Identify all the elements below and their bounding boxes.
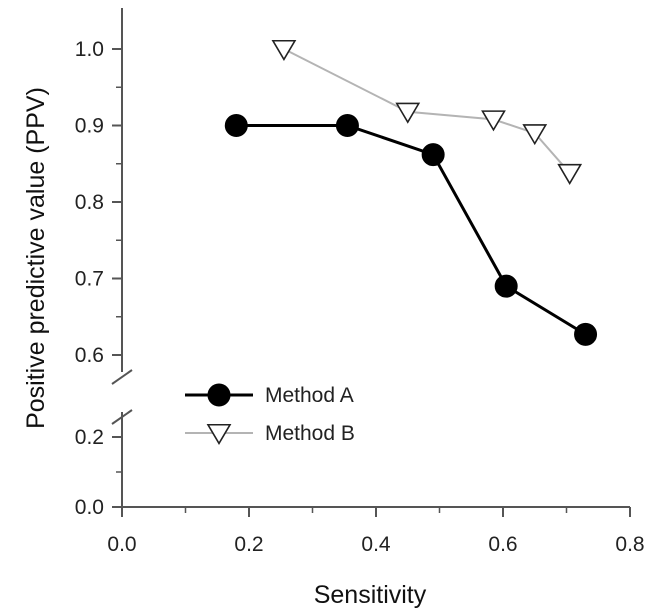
tick-marks <box>112 48 631 517</box>
x-tick-label: 0.0 <box>107 533 136 556</box>
x-tick-label: 0.2 <box>234 533 263 556</box>
y-tick-label: 0.0 <box>75 496 104 519</box>
data-point-method-a <box>335 114 359 137</box>
series <box>224 39 598 346</box>
y-tick-label: 0.9 <box>75 115 104 138</box>
data-point-method-b <box>481 110 506 132</box>
data-point-method-a <box>224 114 248 137</box>
y-tick-label: 0.6 <box>75 344 104 367</box>
series-line-method-a <box>236 124 587 336</box>
y-axis-break-mark-lower <box>111 409 133 425</box>
x-tick-label: 0.4 <box>361 533 391 556</box>
y-tick-label: 1.0 <box>75 38 104 61</box>
legend-marker-method-b <box>206 423 232 446</box>
y-axis-title: Positive predictive value (PPV) <box>22 87 50 429</box>
data-point-method-a <box>494 274 518 298</box>
y-tick-label: 0.7 <box>75 268 104 291</box>
legend-label-method-a: Method A <box>265 384 354 407</box>
data-point-method-b <box>522 124 548 146</box>
tick-labels: 0.0 0.2 0.6 0.7 0.8 0.9 1.0 0.0 0.2 0.4 0.6 0.8 <box>75 38 645 556</box>
data-point-method-a <box>421 143 445 167</box>
y-tick-label: 0.2 <box>75 426 104 449</box>
legend-marker-method-a <box>207 383 231 407</box>
legend: Method A Method B <box>185 383 355 446</box>
data-point-method-b <box>395 102 421 124</box>
y-axis-break-mark-upper <box>111 369 133 385</box>
x-tick-label: 0.8 <box>615 533 644 556</box>
data-point-method-b <box>271 39 297 62</box>
y-tick-label: 0.8 <box>75 191 104 214</box>
data-point-method-b <box>557 163 583 185</box>
x-tick-label: 0.6 <box>488 533 517 556</box>
data-point-method-a <box>574 322 598 346</box>
x-axis-title: Sensitivity <box>314 581 427 609</box>
legend-label-method-b: Method B <box>265 422 355 445</box>
